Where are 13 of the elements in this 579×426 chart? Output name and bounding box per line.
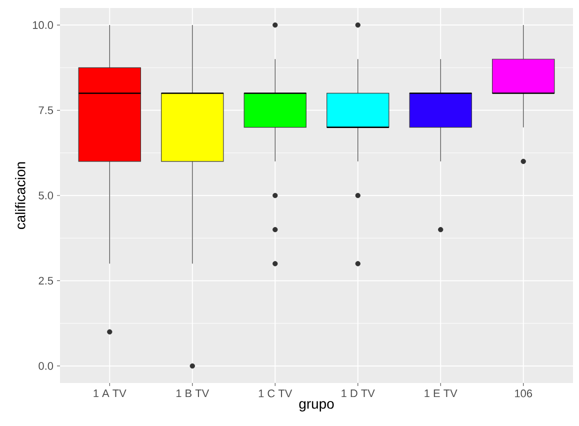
y-tick-label: 0.0 — [38, 362, 54, 370]
y-axis-title: calificacion — [15, 162, 26, 230]
x-tick-label: 1 B TV — [176, 390, 210, 398]
y-tick-label: 10.0 — [32, 21, 54, 29]
y-tick-label: 5.0 — [38, 192, 54, 200]
x-axis-title: grupo — [299, 401, 334, 412]
y-tick-label: 2.5 — [38, 276, 54, 285]
x-tick-label: 1 A TV — [94, 390, 126, 398]
x-tick-label: 106 — [515, 390, 532, 398]
x-tick-label: 1 D TV — [342, 390, 375, 398]
y-tick-label: 7.5 — [38, 106, 54, 114]
x-tick-label: 1 C TV — [258, 390, 292, 398]
x-tick-label: 1 E TV — [424, 390, 458, 398]
